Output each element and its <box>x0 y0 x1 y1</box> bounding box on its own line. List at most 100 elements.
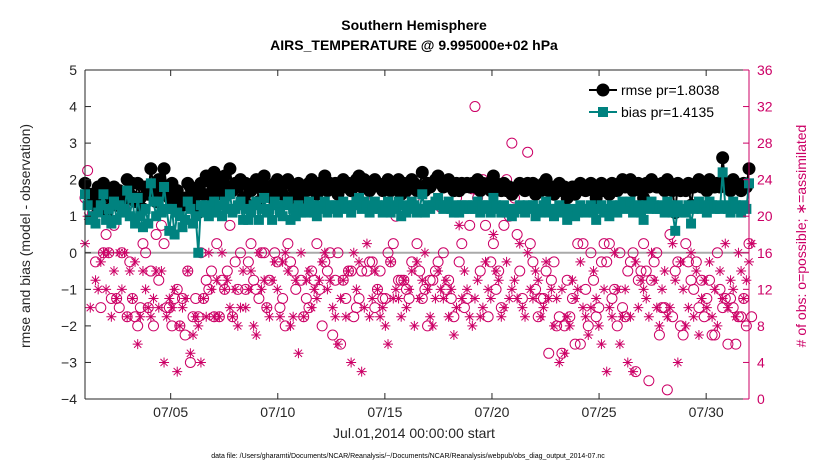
obs-possible-point <box>543 347 555 359</box>
obs-possible-point <box>688 283 700 295</box>
obs-assimilated-point <box>472 275 483 286</box>
bias-point <box>164 225 175 236</box>
y-right-tick-label: 20 <box>757 208 773 224</box>
bias-point <box>161 203 172 214</box>
bias-point <box>361 200 372 211</box>
obs-assimilated-point <box>480 256 491 267</box>
obs-assimilated-point <box>678 284 689 295</box>
obs-assimilated-point <box>293 348 304 359</box>
bias-point <box>346 207 357 218</box>
y-tick-label: 2 <box>69 172 77 188</box>
obs-assimilated-point <box>649 275 660 286</box>
legend-bias-label: bias pr=1.4135 <box>621 104 714 120</box>
bias-point <box>715 203 726 214</box>
bias-point <box>135 211 146 222</box>
obs-assimilated-point <box>335 293 346 304</box>
obs-possible-point <box>545 274 557 286</box>
bias-point <box>145 178 156 189</box>
bias-point <box>475 207 486 218</box>
obs-assimilated-point <box>161 311 172 322</box>
obs-assimilated-point <box>741 275 752 286</box>
obs-assimilated-point <box>591 293 602 304</box>
obs-assimilated-point <box>377 302 388 313</box>
obs-assimilated-point <box>285 320 296 331</box>
obs-possible-point <box>511 229 523 240</box>
bias-point <box>417 189 428 200</box>
obs-assimilated-point <box>224 302 235 313</box>
obs-assimilated-point <box>736 266 747 277</box>
bias-point <box>559 203 570 214</box>
obs-possible-point <box>245 238 257 250</box>
obs-assimilated-point <box>717 293 728 304</box>
obs-assimilated-point <box>301 275 312 286</box>
bias-point <box>332 207 343 218</box>
obs-assimilated-point <box>330 311 341 322</box>
obs-possible-point <box>598 238 610 250</box>
obs-assimilated-point <box>599 284 610 295</box>
obs-assimilated-point <box>332 339 343 350</box>
bias-point <box>93 207 104 218</box>
obs-assimilated-point <box>396 311 407 322</box>
obs-possible-point <box>590 311 602 323</box>
bias-point <box>385 207 396 218</box>
bias-point <box>530 211 541 222</box>
bias-point <box>562 214 573 225</box>
bias-point <box>82 200 93 211</box>
bias-point <box>166 203 177 214</box>
bias-point <box>272 200 283 211</box>
obs-assimilated-point <box>625 311 636 322</box>
obs-assimilated-point <box>670 275 681 286</box>
obs-assimilated-point <box>533 275 544 286</box>
obs-possible-point <box>437 247 449 259</box>
y-tick-label: −4 <box>61 391 77 407</box>
obs-assimilated-point <box>575 256 586 267</box>
bias-point <box>683 200 694 211</box>
bias-point <box>143 218 154 229</box>
bias-point <box>617 196 628 207</box>
obs-possible-point <box>432 256 444 268</box>
bias-point <box>635 207 646 218</box>
obs-assimilated-point <box>601 366 612 377</box>
bias-point <box>601 203 612 214</box>
bias-point <box>504 203 515 214</box>
bias-point <box>148 196 159 207</box>
obs-possible-point <box>403 292 415 304</box>
obs-assimilated-point <box>364 311 375 322</box>
obs-possible-point <box>140 247 152 259</box>
obs-assimilated-point <box>567 275 578 286</box>
obs-possible-point <box>487 238 499 250</box>
bias-point <box>198 207 209 218</box>
obs-assimilated-point <box>404 284 415 295</box>
bias-point <box>664 200 675 211</box>
obs-assimilated-point <box>127 293 138 304</box>
obs-assimilated-point <box>496 311 507 322</box>
obs-assimilated-point <box>406 266 417 277</box>
bias-point <box>156 207 167 218</box>
obs-possible-point <box>506 137 518 149</box>
obs-possible-point <box>474 265 486 277</box>
obs-assimilated-point <box>746 238 757 249</box>
obs-assimilated-point <box>325 275 336 286</box>
obs-assimilated-point <box>306 302 317 313</box>
bias-point <box>398 200 409 211</box>
y-right-tick-label: 32 <box>757 99 773 115</box>
bias-point <box>591 214 602 225</box>
obs-assimilated-point <box>101 284 112 295</box>
obs-assimilated-point <box>280 247 291 258</box>
obs-assimilated-point <box>456 293 467 304</box>
bias-point <box>282 196 293 207</box>
obs-possible-point <box>148 320 160 332</box>
bias-point <box>419 207 430 218</box>
bias-point <box>469 203 480 214</box>
obs-assimilated-point <box>180 293 191 304</box>
bias-point <box>409 200 420 211</box>
bias-point <box>224 189 235 200</box>
obs-assimilated-point <box>230 284 241 295</box>
bias-point <box>404 203 415 214</box>
bias-point <box>222 203 233 214</box>
bias-point <box>211 207 222 218</box>
obs-assimilated-point <box>303 266 314 277</box>
obs-assimilated-point <box>651 302 662 313</box>
obs-possible-point <box>522 146 534 158</box>
obs-assimilated-point <box>435 284 446 295</box>
